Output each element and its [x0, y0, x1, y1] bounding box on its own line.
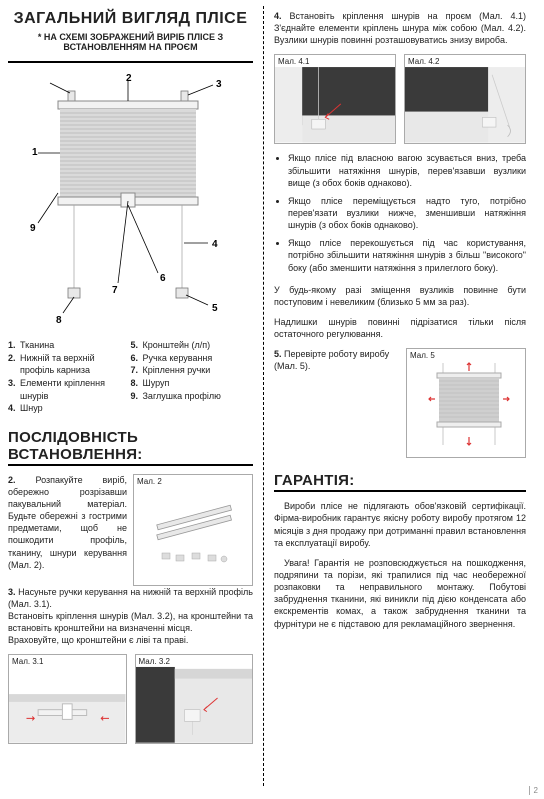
figure-2: Мал. 2 [133, 474, 253, 586]
blinds-diagram-wrap: 1 2 3 4 5 6 7 8 9 1.Тканина 2.Нижній та … [8, 61, 253, 415]
step-2: 2. Розпакуйте виріб, обережно розрізавши… [8, 474, 133, 578]
svg-text:3: 3 [216, 79, 222, 90]
svg-text:2: 2 [126, 73, 132, 84]
svg-text:6: 6 [160, 273, 166, 284]
figure-4-2: Мал. 4.2 [404, 54, 526, 144]
figure-4-1: Мал. 4.1 [274, 54, 396, 144]
legend-item: Тканина [20, 339, 54, 352]
figure-3-2: Мал. 3.2 [135, 654, 254, 744]
main-title: ЗАГАЛЬНИЙ ВИГЛЯД ПЛІСЕ [8, 10, 253, 28]
bullet-item: Якщо плісе переміщується надто туго, пот… [288, 195, 526, 231]
svg-text:1: 1 [32, 147, 38, 158]
step-4: 4. Встановіть кріплення шнурів на проєм … [274, 10, 526, 46]
legend: 1.Тканина 2.Нижній та верхній профіль ка… [8, 339, 253, 415]
svg-text:7: 7 [112, 285, 118, 296]
step-5: 5. Перевірте роботу виробу (Мал. 5). [274, 348, 398, 372]
sequence-title: ПОСЛІДОВНІСТЬ ВСТАНОВЛЕННЯ: [8, 429, 253, 466]
legend-item: Кріплення ручки [143, 364, 211, 377]
bullet-item: Якщо плісе перекошується під час користу… [288, 237, 526, 273]
legend-item: Кронштейн (л/п) [143, 339, 211, 352]
figure-5: Мал. 5 [406, 348, 526, 458]
svg-text:8: 8 [56, 315, 62, 326]
adjustment-bullets: Якщо плісе під власною вагою зсувається … [274, 152, 526, 273]
legend-item: Шуруп [143, 377, 170, 390]
legend-item: Елементи кріплення шнурів [20, 377, 131, 402]
blinds-diagram: 1 2 3 4 5 6 7 8 9 [8, 73, 248, 333]
page-number: 2 [529, 786, 538, 795]
svg-text:4: 4 [212, 239, 218, 250]
legend-item: Заглушка профілю [143, 390, 221, 403]
svg-text:5: 5 [212, 303, 218, 314]
legend-item: Шнур [20, 402, 43, 415]
note-2: Надлишки шнурів повинні підрізатися тіль… [274, 316, 526, 340]
step-3: 3. Насуньте ручки керування на нижній та… [8, 586, 253, 647]
figure-3-1: Мал. 3.1 [8, 654, 127, 744]
warranty-p2: Увага! Гарантія не розповсюджується на п… [274, 557, 526, 630]
legend-item: Нижній та верхній профіль карниза [20, 352, 131, 377]
legend-item: Ручка керування [143, 352, 213, 365]
warranty-title: ГАРАНТІЯ: [274, 472, 526, 492]
subtitle: * НА СХЕМІ ЗОБРАЖЕНИЙ ВИРІБ ПЛІСЕ З ВСТА… [8, 32, 253, 54]
warranty-p1: Вироби плісе не підлягають обов'язковій … [274, 500, 526, 549]
svg-text:9: 9 [30, 223, 36, 234]
note-1: У будь-якому разі зміщення вузликів пови… [274, 284, 526, 308]
bullet-item: Якщо плісе під власною вагою зсувається … [288, 152, 526, 188]
